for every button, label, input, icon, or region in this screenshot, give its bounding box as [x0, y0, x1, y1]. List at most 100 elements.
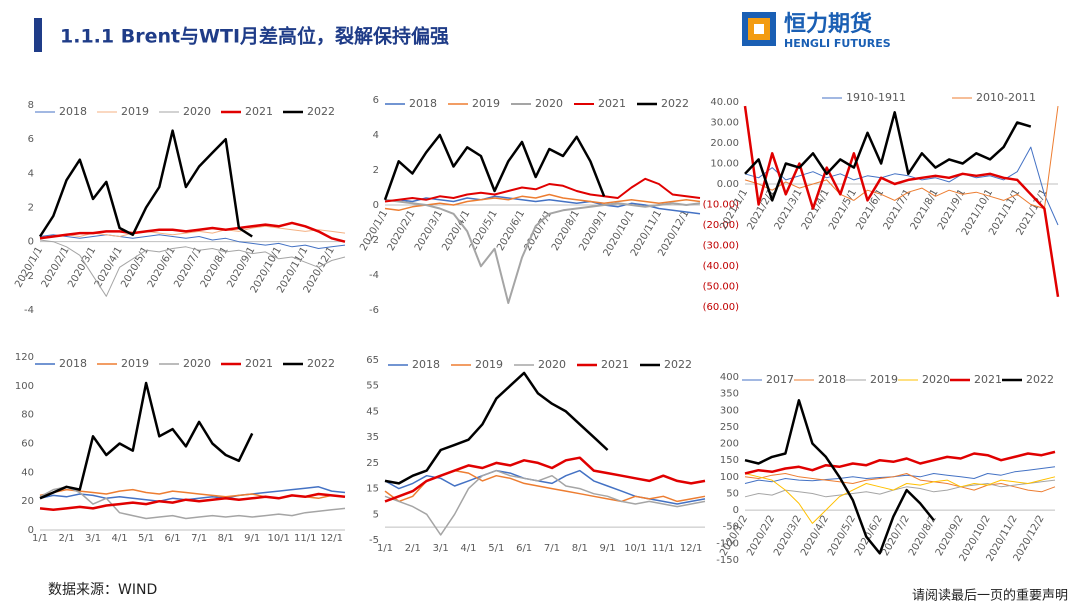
y-tick-label: 8	[28, 100, 34, 111]
legend-label: 2017	[766, 373, 794, 386]
x-tick-label: 6/1	[516, 543, 532, 554]
legend-label: 2018	[409, 97, 437, 110]
series-line	[743, 105, 1060, 297]
series-line	[744, 479, 1056, 498]
y-tick-label: 35	[366, 432, 379, 443]
legend-label: 2018	[412, 358, 440, 371]
series-line	[744, 473, 1056, 524]
y-tick-label: -6	[369, 305, 379, 316]
legend-label: 2018	[59, 357, 87, 370]
disclaimer: 请阅读最后一页的重要声明	[912, 588, 1068, 604]
y-tick-label: 20	[21, 496, 34, 507]
series-line	[384, 371, 609, 485]
x-tick-label: 2/1	[405, 543, 421, 554]
legend-label: 2020	[183, 105, 211, 118]
x-tick-label: 9/1	[600, 543, 616, 554]
x-tick-label: 3/1	[85, 533, 101, 544]
y-tick-label: 25	[366, 458, 379, 469]
legend-label: 1910-1911	[846, 91, 906, 104]
y-tick-label: (60.00)	[703, 302, 740, 313]
y-tick-label: -5	[369, 535, 379, 546]
y-tick-label: 0	[373, 200, 379, 211]
y-tick-label: 2	[28, 203, 34, 214]
legend-label: 2021	[601, 358, 629, 371]
logo-icon	[742, 12, 776, 46]
legend-label: 2020	[183, 357, 211, 370]
y-tick-label: (10.00)	[703, 200, 740, 211]
y-tick-label: -4	[24, 305, 34, 316]
y-tick-label: -100	[716, 538, 739, 549]
x-tick-label: 5/1	[488, 543, 504, 554]
series-line	[384, 177, 701, 203]
series-line	[744, 473, 1056, 493]
y-tick-label: 20.00	[710, 138, 739, 149]
series-line	[383, 133, 606, 201]
series-line	[384, 198, 701, 304]
legend-label: 2010-2011	[976, 91, 1036, 104]
series-line	[39, 486, 346, 502]
y-tick-label: -50	[723, 522, 739, 533]
series-line	[744, 450, 1056, 475]
y-tick-label: 50	[726, 488, 739, 499]
y-tick-label: 30.00	[710, 118, 739, 129]
legend-label: 2021	[598, 97, 626, 110]
y-tick-label: 0	[28, 525, 34, 536]
y-tick-label: 5	[373, 509, 379, 520]
legend-label: 2022	[664, 358, 692, 371]
legend-label: 2020	[922, 373, 950, 386]
slide-title: 1.1.1 Brent与WTI月差高位，裂解保持偏强	[60, 25, 449, 48]
chart: -150-100-500501001502002503003504002020/…	[716, 372, 1056, 566]
y-tick-label: 4	[373, 130, 379, 141]
y-tick-label: 200	[720, 439, 739, 450]
x-tick-label: 12/1	[321, 533, 343, 544]
legend-label: 2022	[661, 97, 689, 110]
series-line	[39, 381, 254, 500]
series-line	[384, 456, 706, 503]
x-tick-label: 8/1	[218, 533, 234, 544]
y-tick-label: 55	[366, 381, 379, 392]
chart: -5 5 15 25 35 45 55 65 1/1 2/1 3/1 4/1 5/1 6/1 7/1 8/1 9…	[366, 355, 706, 554]
series-line	[39, 221, 346, 243]
series-line	[384, 193, 701, 212]
y-tick-label: (30.00)	[703, 241, 740, 252]
y-tick-label: 65	[366, 355, 379, 366]
legend-label: 2019	[472, 97, 500, 110]
y-tick-label: 0.00	[717, 179, 739, 190]
x-tick-label: 1/1	[377, 543, 393, 554]
y-tick-label: 120	[15, 352, 34, 363]
x-tick-label: 1/1	[32, 533, 48, 544]
legend-label: 2022	[1026, 373, 1054, 386]
x-tick-label: 7/1	[544, 543, 560, 554]
series-line	[39, 492, 346, 512]
y-tick-label: (20.00)	[703, 220, 740, 231]
title-bar	[34, 18, 42, 52]
chart: -6-4-202462020/1/12020/2/12020/3/12020/4…	[358, 95, 701, 316]
series-line	[744, 106, 1059, 210]
legend-label: 2020	[535, 97, 563, 110]
x-tick-label: 9/1	[244, 533, 260, 544]
y-tick-label: 15	[366, 484, 379, 495]
legend-label: 2019	[121, 357, 149, 370]
x-tick-label: 6/1	[165, 533, 181, 544]
y-tick-label: 40.00	[710, 97, 739, 108]
y-tick-label: 0	[28, 237, 34, 248]
y-tick-label: 60	[21, 439, 34, 450]
x-tick-label: 8/1	[572, 543, 588, 554]
y-tick-label: 0	[733, 505, 739, 516]
series-line	[38, 129, 253, 238]
y-tick-label: 350	[720, 389, 739, 400]
x-tick-label: 11/1	[652, 543, 674, 554]
y-tick-label: 10.00	[710, 159, 739, 170]
y-tick-label: 400	[720, 372, 739, 383]
y-tick-label: 300	[720, 405, 739, 416]
y-tick-label: 80	[21, 410, 34, 421]
chart: 0 20 40 60 80 100 120 1/1 2/1 3/1 4/1 5/1 6/1 7/1 8/1 9…	[15, 352, 346, 544]
y-tick-label: -2	[369, 235, 379, 246]
y-tick-label: 45	[366, 406, 379, 417]
y-tick-label: 250	[720, 422, 739, 433]
legend-label: 2018	[818, 373, 846, 386]
legend-label: 2022	[307, 357, 335, 370]
source-note: 数据来源：WIND	[48, 582, 157, 598]
